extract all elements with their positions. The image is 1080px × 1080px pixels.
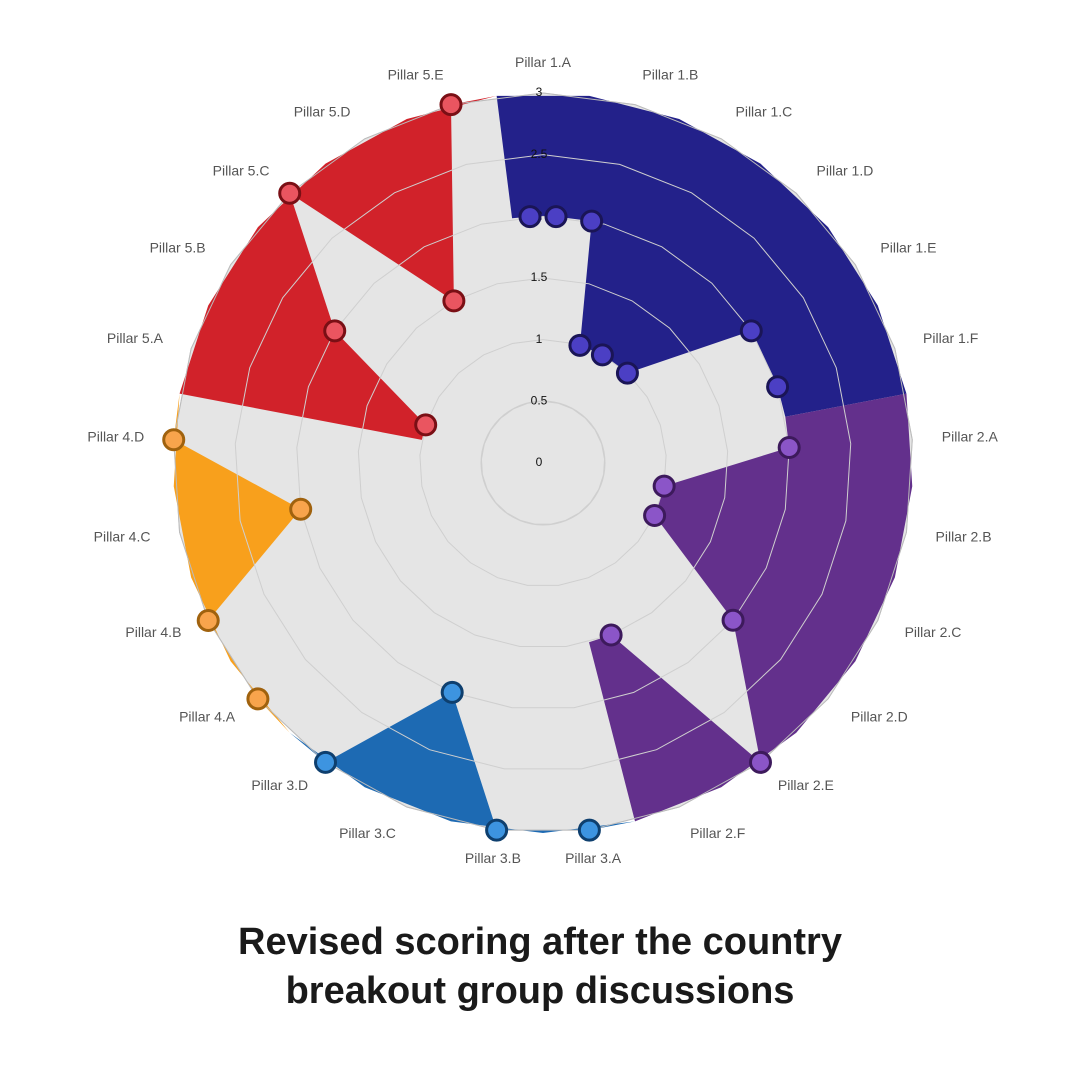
tick-label: 2.5 bbox=[531, 147, 548, 161]
axis-label: Pillar 2.E bbox=[778, 777, 834, 793]
data-point bbox=[580, 209, 604, 233]
data-point bbox=[246, 687, 270, 711]
data-point bbox=[278, 181, 302, 205]
axis-label: Pillar 4.D bbox=[87, 429, 144, 445]
axis-label: Pillar 1.A bbox=[515, 54, 572, 70]
data-point bbox=[289, 497, 313, 521]
data-point bbox=[440, 680, 464, 704]
axis-label: Pillar 2.F bbox=[690, 825, 745, 841]
axis-label: Pillar 2.D bbox=[851, 708, 908, 724]
data-point bbox=[414, 413, 438, 437]
grid-ring bbox=[234, 154, 852, 770]
axis-label: Pillar 4.A bbox=[179, 708, 236, 724]
data-point bbox=[162, 428, 186, 452]
axis-label: Pillar 3.D bbox=[251, 777, 308, 793]
group-fill-pillar-1 bbox=[496, 95, 907, 417]
group-fill-pillar-4 bbox=[173, 393, 301, 733]
data-point bbox=[643, 504, 667, 528]
group-fills bbox=[173, 95, 913, 833]
axis-label: Pillar 2.B bbox=[936, 529, 992, 545]
axis-label: Pillar 1.E bbox=[880, 240, 936, 256]
data-point bbox=[568, 333, 592, 357]
grid-ring bbox=[357, 277, 729, 648]
group-fill-pillar-3 bbox=[289, 692, 636, 833]
tick-label: 1 bbox=[536, 332, 543, 346]
data-point bbox=[721, 608, 745, 632]
axis-label: Pillar 2.C bbox=[905, 624, 962, 640]
data-point bbox=[615, 361, 639, 385]
axis-label: Pillar 4.B bbox=[125, 624, 181, 640]
chart-title-line-1: Revised scoring after the country bbox=[238, 921, 842, 963]
axis-label: Pillar 3.C bbox=[339, 825, 396, 841]
data-point bbox=[544, 205, 568, 229]
axis-label: Pillar 1.C bbox=[736, 104, 793, 120]
axis-label: Pillar 5.B bbox=[150, 240, 206, 256]
radial-tick-labels: 00.511.522.53 bbox=[531, 85, 548, 469]
tick-label: 3 bbox=[536, 85, 543, 99]
axis-label: Pillar 3.A bbox=[565, 850, 622, 866]
axis-label: Pillar 1.F bbox=[923, 330, 978, 346]
data-point bbox=[652, 474, 676, 498]
axis-label: Pillar 1.D bbox=[817, 162, 874, 178]
grid-ring bbox=[173, 92, 913, 831]
data-point bbox=[766, 375, 790, 399]
data-point bbox=[439, 93, 463, 117]
data-point bbox=[590, 343, 614, 367]
axis-label: Pillar 5.E bbox=[388, 67, 444, 83]
data-point bbox=[748, 750, 772, 774]
axis-label: Pillar 4.C bbox=[94, 529, 151, 545]
axis-label: Pillar 5.C bbox=[213, 162, 270, 178]
data-point bbox=[739, 319, 763, 343]
axis-label: Pillar 3.B bbox=[465, 850, 521, 866]
chart-title: Revised scoring after the country breako… bbox=[0, 918, 1080, 1016]
grid-ring bbox=[419, 339, 667, 586]
data-point bbox=[599, 623, 623, 647]
data-point bbox=[485, 818, 509, 842]
axis-label: Pillar 1.B bbox=[642, 67, 698, 83]
grid-ring bbox=[480, 400, 606, 525]
grid-ring-center bbox=[480, 400, 606, 526]
chart-title-line-2: breakout group discussions bbox=[285, 970, 795, 1012]
data-point bbox=[442, 289, 466, 313]
tick-label: 0.5 bbox=[531, 394, 548, 408]
tick-label: 1.5 bbox=[531, 270, 548, 284]
axis-label: Pillar 5.D bbox=[294, 104, 351, 120]
data-markers bbox=[162, 93, 801, 842]
tick-label: 0 bbox=[536, 455, 543, 469]
data-point bbox=[518, 205, 542, 229]
data-point bbox=[196, 609, 220, 633]
axis-labels: Pillar 1.A Pillar 1.B Pillar 1.C Pillar 1.D… bbox=[87, 54, 998, 866]
data-point bbox=[577, 818, 601, 842]
data-point bbox=[314, 750, 338, 774]
data-point bbox=[323, 319, 347, 343]
data-point bbox=[777, 436, 801, 460]
axis-label: Pillar 5.A bbox=[107, 330, 164, 346]
group-fill-pillar-2 bbox=[589, 393, 913, 822]
group-fill-pillar-5 bbox=[179, 95, 497, 440]
axis-label: Pillar 2.A bbox=[942, 429, 999, 445]
